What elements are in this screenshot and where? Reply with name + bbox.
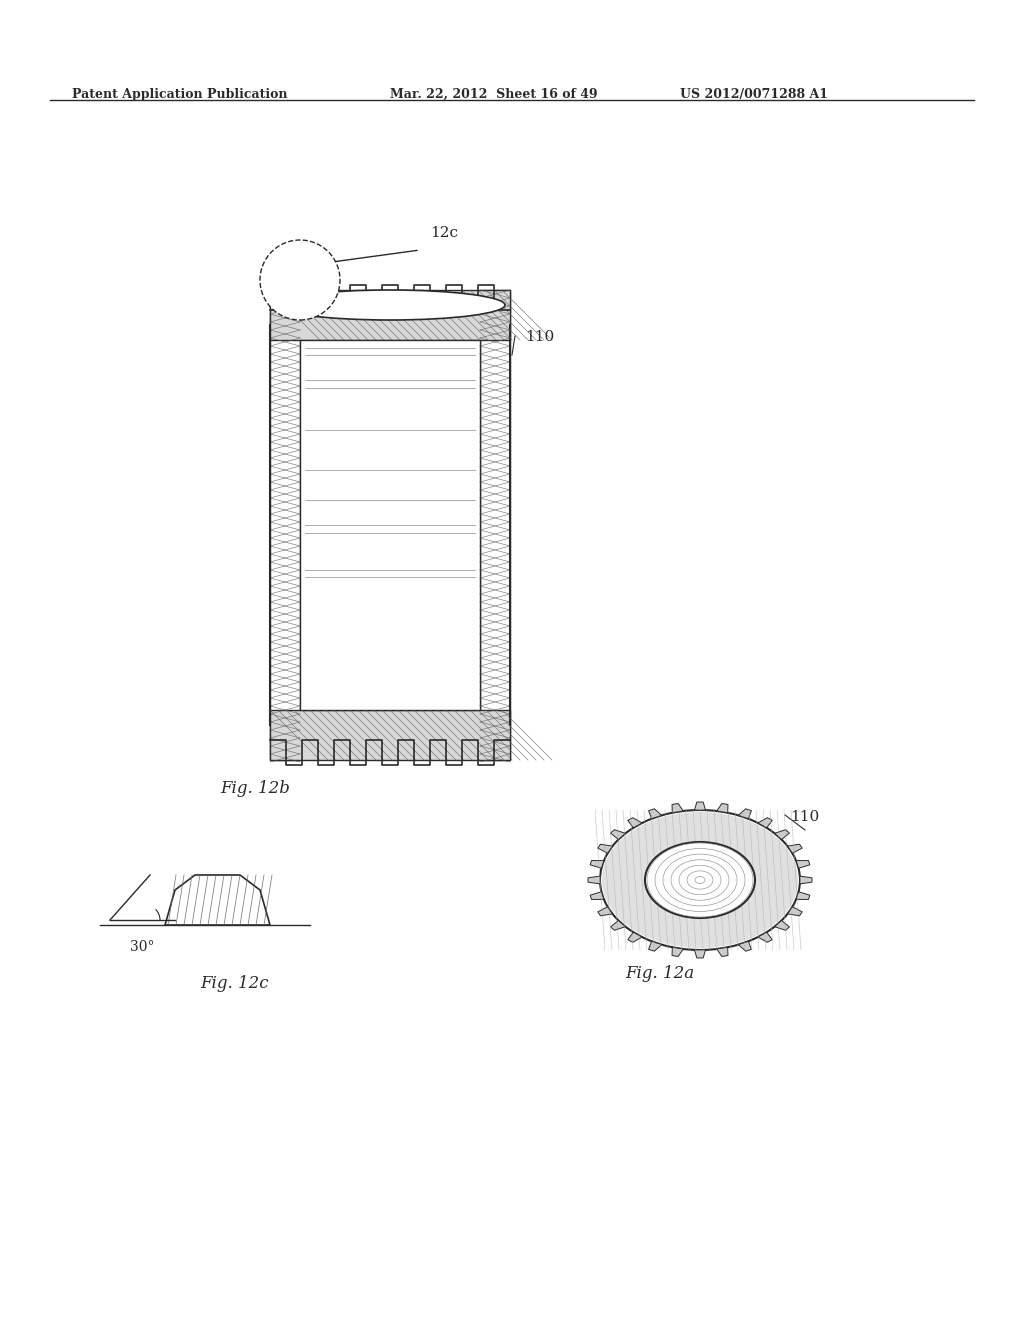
Text: Fig. 12b: Fig. 12b bbox=[220, 780, 290, 797]
Polygon shape bbox=[717, 804, 728, 813]
Polygon shape bbox=[628, 817, 642, 828]
Text: Fig. 12c: Fig. 12c bbox=[200, 975, 268, 993]
Polygon shape bbox=[648, 941, 662, 952]
Text: Patent Application Publication: Patent Application Publication bbox=[72, 88, 288, 102]
Polygon shape bbox=[694, 803, 706, 810]
Bar bbox=[480, 290, 510, 760]
Polygon shape bbox=[758, 932, 772, 942]
Polygon shape bbox=[598, 845, 612, 853]
Polygon shape bbox=[672, 948, 683, 957]
Polygon shape bbox=[672, 804, 683, 813]
Polygon shape bbox=[796, 861, 810, 869]
Ellipse shape bbox=[600, 810, 800, 950]
Polygon shape bbox=[717, 948, 728, 957]
Circle shape bbox=[260, 240, 340, 319]
Polygon shape bbox=[590, 861, 604, 869]
Ellipse shape bbox=[645, 842, 755, 917]
Bar bbox=[300, 341, 480, 710]
Polygon shape bbox=[738, 941, 752, 952]
Polygon shape bbox=[648, 809, 662, 818]
Polygon shape bbox=[774, 920, 790, 931]
Text: 30°: 30° bbox=[130, 940, 155, 954]
Text: Mar. 22, 2012  Sheet 16 of 49: Mar. 22, 2012 Sheet 16 of 49 bbox=[390, 88, 598, 102]
Text: 110: 110 bbox=[525, 330, 554, 345]
Polygon shape bbox=[800, 876, 812, 884]
Polygon shape bbox=[588, 876, 600, 884]
Polygon shape bbox=[598, 907, 612, 916]
Polygon shape bbox=[774, 830, 790, 840]
Polygon shape bbox=[758, 817, 772, 828]
Bar bbox=[270, 290, 510, 341]
Bar bbox=[270, 710, 510, 760]
Text: 110: 110 bbox=[790, 810, 819, 824]
Text: Fig. 12a: Fig. 12a bbox=[625, 965, 694, 982]
Text: US 2012/0071288 A1: US 2012/0071288 A1 bbox=[680, 88, 828, 102]
Polygon shape bbox=[610, 920, 626, 931]
Ellipse shape bbox=[275, 290, 505, 319]
Polygon shape bbox=[165, 875, 270, 925]
Polygon shape bbox=[628, 932, 642, 942]
Text: 12c: 12c bbox=[430, 226, 458, 240]
Polygon shape bbox=[738, 809, 752, 818]
Polygon shape bbox=[796, 892, 810, 899]
Polygon shape bbox=[694, 950, 706, 958]
Polygon shape bbox=[787, 845, 802, 853]
Polygon shape bbox=[787, 907, 802, 916]
Polygon shape bbox=[590, 892, 604, 899]
Ellipse shape bbox=[602, 812, 798, 948]
Polygon shape bbox=[610, 830, 626, 840]
Bar bbox=[270, 290, 300, 760]
